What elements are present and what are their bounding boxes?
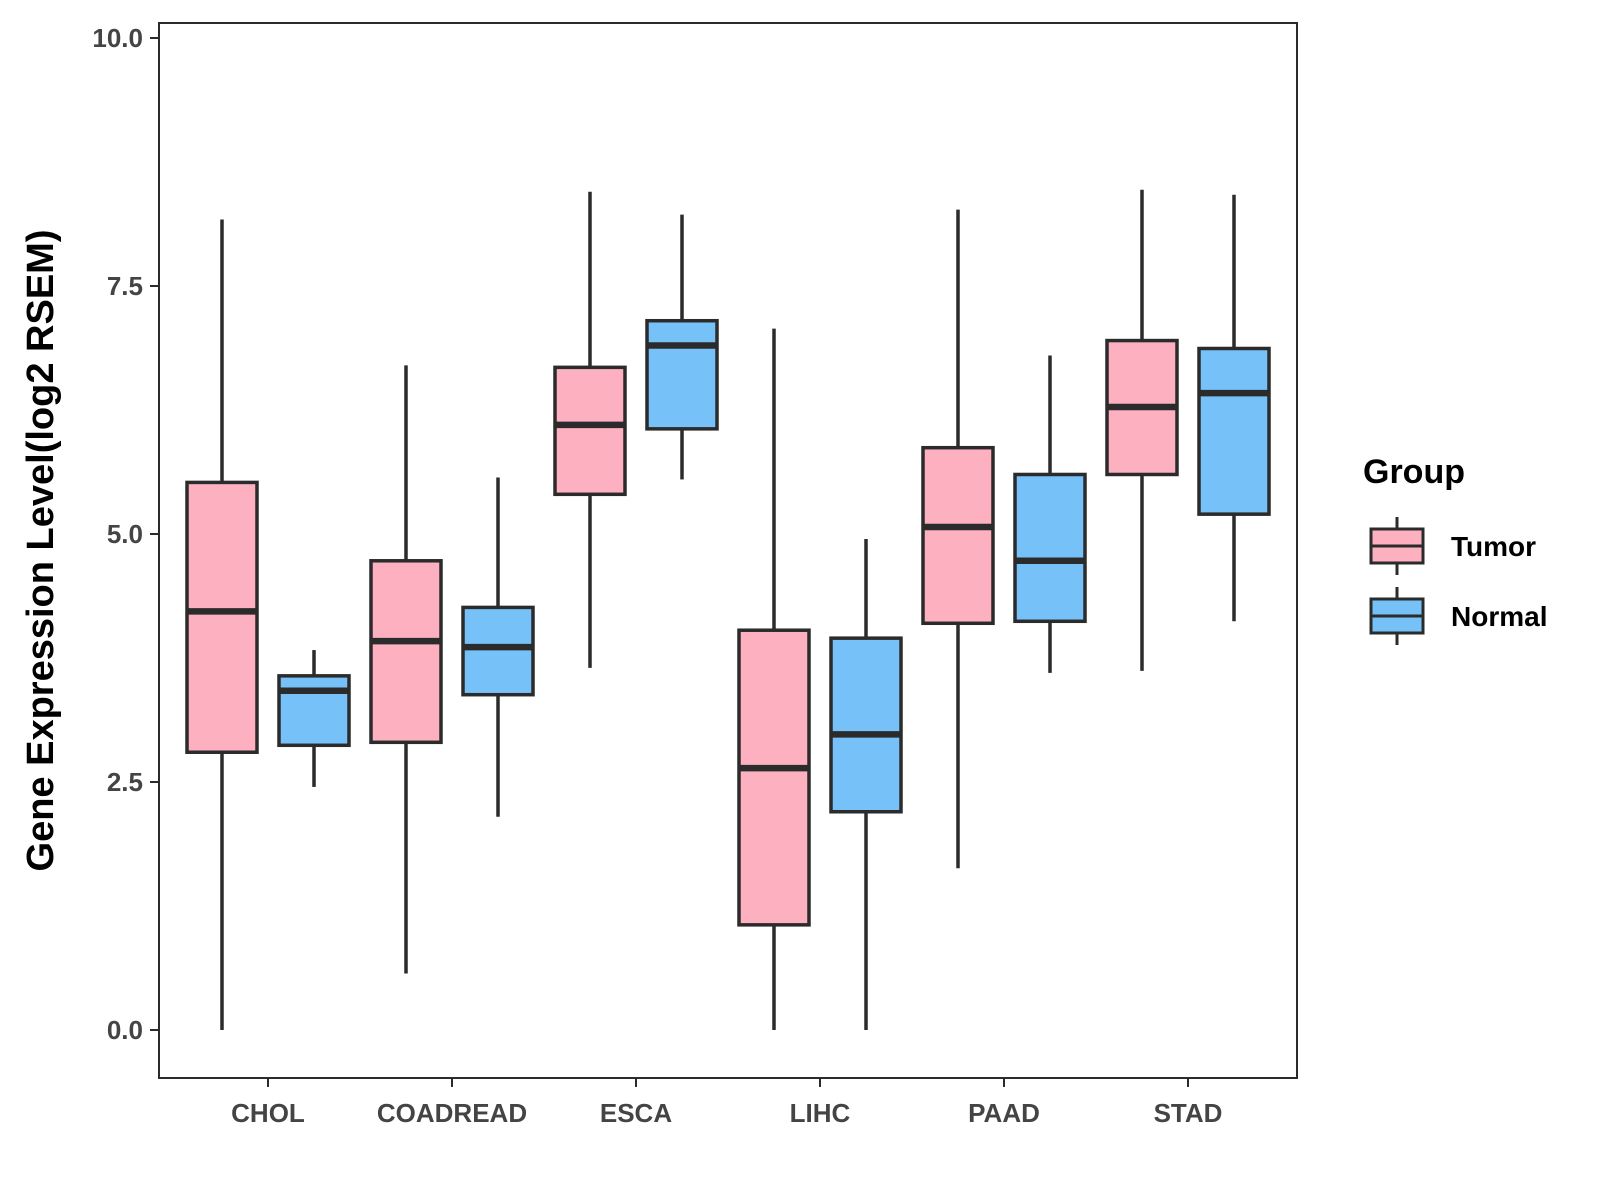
box-tumor-stad[interactable]: [1105, 189, 1179, 671]
box-normal-stad[interactable]: [1197, 194, 1271, 622]
series-tumor: [185, 189, 1179, 1030]
box-iqr: [645, 318, 719, 431]
box-normal-paad[interactable]: [1013, 355, 1087, 673]
legend-label: Tumor: [1451, 531, 1536, 562]
box-iqr: [829, 636, 903, 814]
box-iqr: [1197, 346, 1271, 516]
box-iqr: [737, 628, 811, 927]
x-tick-label-chol: CHOL: [231, 1098, 305, 1128]
legend-item-normal[interactable]: Normal: [1369, 587, 1547, 645]
box-normal-chol[interactable]: [277, 650, 351, 787]
y-tick-label: 10.0: [92, 23, 143, 53]
box-iqr: [921, 445, 995, 626]
plot-panel: [158, 22, 1298, 1079]
y-tick-label: 5.0: [107, 519, 143, 549]
box-tumor-paad[interactable]: [921, 209, 995, 869]
y-axis: 0.0 2.5 5.0 7.5 10.0: [92, 23, 159, 1045]
box-normal-coadread[interactable]: [461, 477, 535, 817]
legend-item-tumor[interactable]: Tumor: [1369, 517, 1536, 575]
y-tick-label: 7.5: [107, 271, 143, 301]
box-normal-esca[interactable]: [645, 214, 719, 480]
box-normal-lihc[interactable]: [829, 538, 903, 1030]
box-tumor-esca[interactable]: [553, 191, 627, 668]
box-tumor-chol[interactable]: [185, 219, 259, 1030]
legend-label: Normal: [1451, 601, 1547, 632]
box-tumor-lihc[interactable]: [737, 328, 811, 1030]
x-tick-label-stad: STAD: [1154, 1098, 1223, 1128]
series-normal: [277, 194, 1271, 1030]
box-tumor-coadread[interactable]: [369, 365, 443, 974]
x-tick-label-lihc: LIHC: [790, 1098, 851, 1128]
x-axis: CHOL COADREAD ESCA LIHC PAAD STAD: [231, 1078, 1222, 1128]
box-iqr: [277, 674, 351, 748]
box-iqr: [553, 365, 627, 497]
y-axis-title: Gene Expression Level(log2 RSEM): [20, 230, 62, 872]
x-tick-label-paad: PAAD: [968, 1098, 1040, 1128]
legend-title: Group: [1363, 453, 1465, 491]
y-tick-label: 0.0: [107, 1015, 143, 1045]
x-tick-label-esca: ESCA: [600, 1098, 672, 1128]
box-iqr: [369, 559, 443, 745]
box-iqr: [461, 605, 535, 697]
box-iqr: [185, 480, 259, 754]
legend[interactable]: Group Tumor Normal: [1363, 453, 1547, 645]
y-tick-label: 2.5: [107, 767, 143, 797]
box-iqr: [1013, 472, 1087, 624]
x-tick-label-coadread: COADREAD: [377, 1098, 527, 1128]
box-series: [185, 189, 1271, 1030]
